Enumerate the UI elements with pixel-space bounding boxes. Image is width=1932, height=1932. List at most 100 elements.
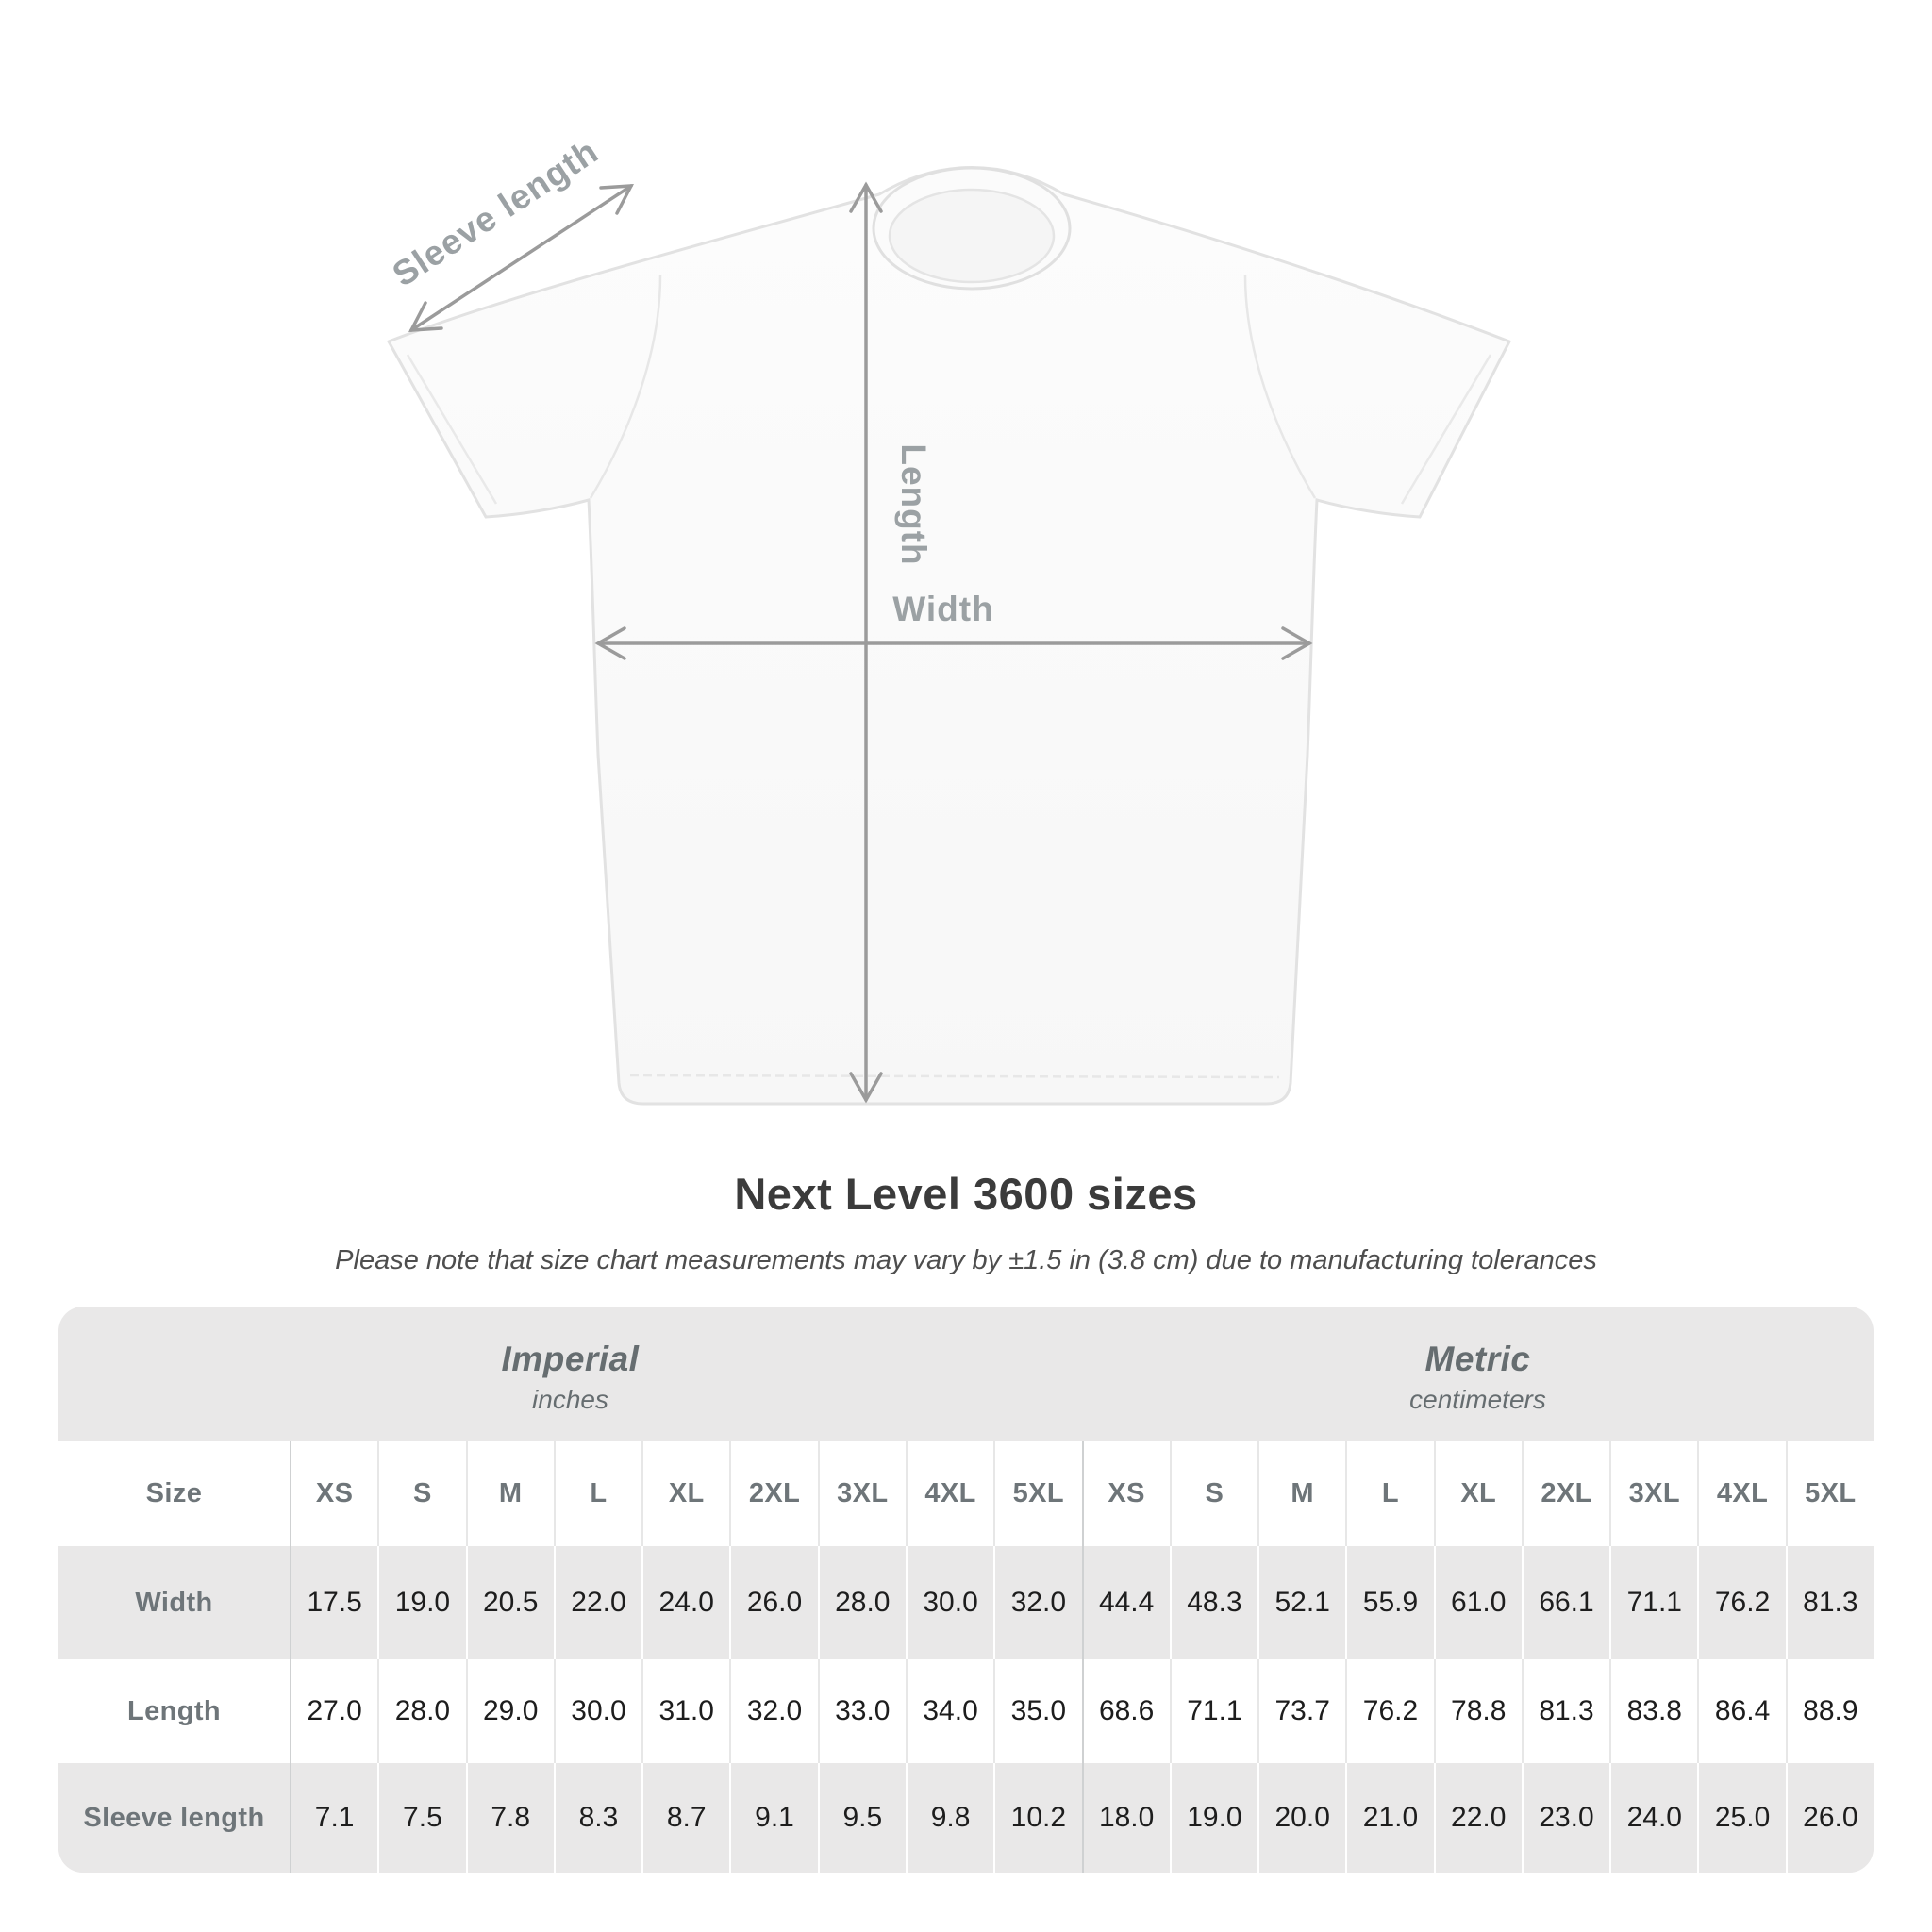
row-sleeve-length-cell: 9.1: [729, 1763, 817, 1873]
row-sleeve-length-cell: 8.3: [553, 1763, 641, 1873]
row-width-cell: 48.3: [1169, 1546, 1257, 1659]
row-length-cell: 68.6: [1081, 1659, 1170, 1763]
row-width: Width 17.5 19.0 20.5 22.0 24.0 26.0 28.0 30.0 32.…: [58, 1546, 1874, 1659]
size-header-row-cell: 5XL: [1785, 1441, 1874, 1546]
row-length-cell: 88.9: [1785, 1659, 1874, 1763]
row-sleeve-length-cell: 23.0: [1521, 1763, 1609, 1873]
measurement-annotations: [408, 181, 1313, 1104]
row-length-cell: 73.7: [1257, 1659, 1345, 1763]
row-length-cell: 78.8: [1433, 1659, 1522, 1763]
size-header-row-cell: 3XL: [1609, 1441, 1697, 1546]
size-header-row-cell: L: [553, 1441, 641, 1546]
row-length-cell: 31.0: [641, 1659, 729, 1763]
width-label: Width: [892, 590, 993, 628]
row-sleeve-length-cell: 18.0: [1081, 1763, 1170, 1873]
row-width-label: Width: [135, 1587, 213, 1618]
row-sleeve-length-cell: 9.5: [817, 1763, 906, 1873]
unit-group-metric: Metric centimeters: [1082, 1307, 1874, 1441]
sleeve-length-label: Sleeve length: [386, 131, 606, 293]
unit-header-row: Imperial inches Metric centimeters: [58, 1307, 1874, 1441]
row-length-cell: 81.3: [1521, 1659, 1609, 1763]
size-table: Imperial inches Metric centimeters Size X…: [58, 1307, 1874, 1873]
row-length-cell: 27.0: [290, 1659, 377, 1763]
size-header-row-cell: S: [1169, 1441, 1257, 1546]
size-header-row-cell: M: [1257, 1441, 1345, 1546]
row-sleeve-length-cell: 9.8: [905, 1763, 993, 1873]
row-width-cell: 19.0: [377, 1546, 465, 1659]
row-length-cell: 29.0: [465, 1659, 554, 1763]
row-width-cell: 66.1: [1521, 1546, 1609, 1659]
size-header-row-cell: S: [377, 1441, 465, 1546]
sleeve-length-arrow: [408, 184, 634, 332]
tolerance-note: Please note that size chart measurements…: [335, 1245, 1597, 1275]
row-width-cell: 71.1: [1609, 1546, 1697, 1659]
row-length-cell: 83.8: [1609, 1659, 1697, 1763]
tshirt-measurement-diagram: Sleeve length Length Width: [386, 131, 1512, 1106]
row-sleeve-length-cell: 24.0: [1609, 1763, 1697, 1873]
size-header-row-cell: 4XL: [905, 1441, 993, 1546]
unit-group-imperial: Imperial inches: [58, 1307, 1082, 1441]
row-width-cell: 55.9: [1345, 1546, 1433, 1659]
row-sleeve-length-cell: 20.0: [1257, 1763, 1345, 1873]
row-width-cell: 24.0: [641, 1546, 729, 1659]
width-arrow: [594, 626, 1313, 660]
collar-inner: [888, 188, 1056, 284]
row-length-cell: 30.0: [553, 1659, 641, 1763]
imperial-header: Imperial: [501, 1339, 640, 1378]
metric-header: Metric: [1424, 1339, 1531, 1378]
size-header-row-cell: M: [465, 1441, 554, 1546]
row-length-cell: 86.4: [1697, 1659, 1785, 1763]
size-header-row-cell: XS: [290, 1441, 377, 1546]
row-sleeve-length-cell: 10.2: [993, 1763, 1081, 1873]
row-width-cell: 30.0: [905, 1546, 993, 1659]
row-width-cell: 28.0: [817, 1546, 906, 1659]
row-width-cell: 61.0: [1433, 1546, 1522, 1659]
metric-unit: centimeters: [1409, 1384, 1546, 1414]
row-length-cell: 35.0: [993, 1659, 1081, 1763]
row-length-label: Length: [126, 1695, 222, 1726]
size-table-rows: Size XS S M L XL 2XL 3XL 4XL 5XL XS S M L XL 2XL 3XL 4XL 5…: [58, 1441, 1874, 1873]
row-length-cell: 76.2: [1345, 1659, 1433, 1763]
row-sleeve-length-cell: 8.7: [641, 1763, 729, 1873]
row-length-cell: 71.1: [1169, 1659, 1257, 1763]
page-title: Next Level 3600 sizes: [734, 1169, 1198, 1219]
row-width-cell: 44.4: [1081, 1546, 1170, 1659]
size-header-row-cell: 2XL: [729, 1441, 817, 1546]
row-sleeve-length-cell: 26.0: [1785, 1763, 1874, 1873]
row-length-cell: 33.0: [817, 1659, 906, 1763]
row-sleeve-length-cell: 7.1: [290, 1763, 377, 1873]
size-header-row-cell: XL: [1433, 1441, 1522, 1546]
row-width-cell: 32.0: [993, 1546, 1081, 1659]
row-sleeve-length: Sleeve length 7.1 7.5 7.8 8.3 8.7 9.1 9.5 9.8 10.…: [58, 1763, 1874, 1873]
row-sleeve-length-label: Sleeve length: [83, 1802, 265, 1833]
row-width-cell: 20.5: [465, 1546, 554, 1659]
row-width-cell: 22.0: [553, 1546, 641, 1659]
row-sleeve-length-cell: 21.0: [1345, 1763, 1433, 1873]
row-sleeve-length-cell: 25.0: [1697, 1763, 1785, 1873]
size-header-row: Size XS S M L XL 2XL 3XL 4XL 5XL XS S M L XL 2XL 3XL 4XL 5…: [58, 1441, 1874, 1546]
size-header-row-cell: L: [1345, 1441, 1433, 1546]
row-length: Length 27.0 28.0 29.0 30.0 31.0 32.0 33.0 34.0 35…: [58, 1659, 1874, 1763]
row-length-cell: 34.0: [905, 1659, 993, 1763]
size-header-row-label: Size: [145, 1478, 203, 1508]
size-header-row-cell: 3XL: [817, 1441, 906, 1546]
row-length-cell: 32.0: [729, 1659, 817, 1763]
row-width-cell: 81.3: [1785, 1546, 1874, 1659]
row-width-cell: 76.2: [1697, 1546, 1785, 1659]
size-header-row-cell: XL: [641, 1441, 729, 1546]
length-label: Length: [894, 443, 933, 565]
row-length-cell: 28.0: [377, 1659, 465, 1763]
tshirt-image: [386, 166, 1512, 1106]
row-width-cell: 52.1: [1257, 1546, 1345, 1659]
size-header-row-cell: 2XL: [1521, 1441, 1609, 1546]
row-sleeve-length-cell: 7.5: [377, 1763, 465, 1873]
size-header-row-cell: 4XL: [1697, 1441, 1785, 1546]
size-header-row-cell: XS: [1081, 1441, 1170, 1546]
imperial-unit: inches: [532, 1384, 608, 1414]
row-sleeve-length-cell: 22.0: [1433, 1763, 1522, 1873]
row-sleeve-length-cell: 19.0: [1169, 1763, 1257, 1873]
row-sleeve-length-cell: 7.8: [465, 1763, 554, 1873]
row-width-cell: 26.0: [729, 1546, 817, 1659]
size-header-row-cell: 5XL: [993, 1441, 1081, 1546]
